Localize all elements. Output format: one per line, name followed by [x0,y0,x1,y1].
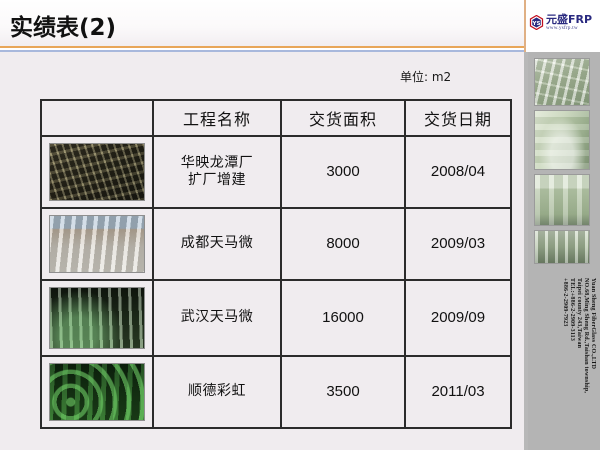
row-thumbnail-cell [40,135,154,209]
project-name-line-1: 顺德彩虹 [188,383,246,400]
row-date-cell: 2011/03 [404,355,512,429]
row-thumbnail-cell [40,279,154,357]
table-row: 武汉天马微 16000 2009/09 [40,279,512,357]
sidebar-photo-3 [534,174,590,226]
unit-label: 单位: m2 [400,70,452,84]
green-domes-photo [49,363,145,421]
company-tel-line: TEL:+886-2-2909-3113 [569,278,575,342]
page-title: 实绩表(2) [10,15,117,41]
ys-hexagon-icon: YS [529,15,544,30]
row-thumbnail-cell [40,355,154,429]
project-name-line-1: 华映龙潭厂 [180,154,254,171]
right-sidebar: YS 元盛FRP www.ysfrp.tw Yuan Sheng FiberGl… [524,0,600,450]
results-table-wrapper: 工程名称 交货面积 交货日期 华 [40,99,512,429]
divider-blue [0,50,524,52]
divider-orange [0,46,524,48]
dark-green-floor-photo [49,287,145,349]
row-area-cell: 16000 [280,279,406,357]
company-city-line: Taipei county 243,Taiwan [576,278,582,349]
company-tel2-line: +886-2-2909-7923 [562,278,568,327]
row-date-cell: 2008/04 [404,135,512,209]
row-project-name-cell: 成都天马微 [152,207,282,281]
project-name-line-1: 武汉天马微 [180,309,254,326]
header-cell-image [40,99,154,137]
construction-site-photo [49,215,145,273]
mold-rails-photo [49,143,145,201]
row-date-cell: 2009/09 [404,279,512,357]
divider-white [0,48,524,50]
row-area-cell: 3000 [280,135,406,209]
row-date-cell: 2009/03 [404,207,512,281]
table-row: 顺德彩虹 3500 2011/03 [40,355,512,429]
header-cell-delivery-date: 交货日期 [404,99,512,137]
row-thumbnail-cell [40,207,154,281]
company-name-line: Yuan Sheng FiberGlass CO.,LTD [590,278,596,370]
table-row: 成都天马微 8000 2009/03 [40,207,512,281]
sidebar-photo-1 [534,58,590,106]
project-name-line-2: 扩厂增建 [188,172,246,188]
svg-text:YS: YS [532,21,541,27]
header-cell-project-name: 工程名称 [152,99,282,137]
table-header-row: 工程名称 交货面积 交货日期 [40,99,512,137]
sidebar-photo-2 [534,110,590,170]
company-street-line: NO.68,Ming Sheng Rd.,Taishan township, [583,278,589,394]
row-project-name-cell: 顺德彩虹 [152,355,282,429]
company-address-block: Yuan Sheng FiberGlass CO.,LTD NO.68,Ming… [528,278,596,438]
row-area-cell: 8000 [280,207,406,281]
row-project-name-cell: 华映龙潭厂 扩厂增建 [152,135,282,209]
row-area-cell: 3500 [280,355,406,429]
logo-url: www.ysfrp.tw [546,26,578,31]
results-table: 工程名称 交货面积 交货日期 华 [40,99,512,429]
header-cell-delivery-area: 交货面积 [280,99,406,137]
slide-header: 实绩表(2) [0,0,524,46]
company-logo: YS 元盛FRP www.ysfrp.tw [524,0,600,52]
table-row: 华映龙潭厂 扩厂增建 3000 2008/04 [40,135,512,209]
sidebar-photo-4 [534,230,590,264]
row-project-name-cell: 武汉天马微 [152,279,282,357]
logo-wordmark: 元盛FRP [546,13,593,26]
project-name-line-1: 成都天马微 [180,235,254,252]
